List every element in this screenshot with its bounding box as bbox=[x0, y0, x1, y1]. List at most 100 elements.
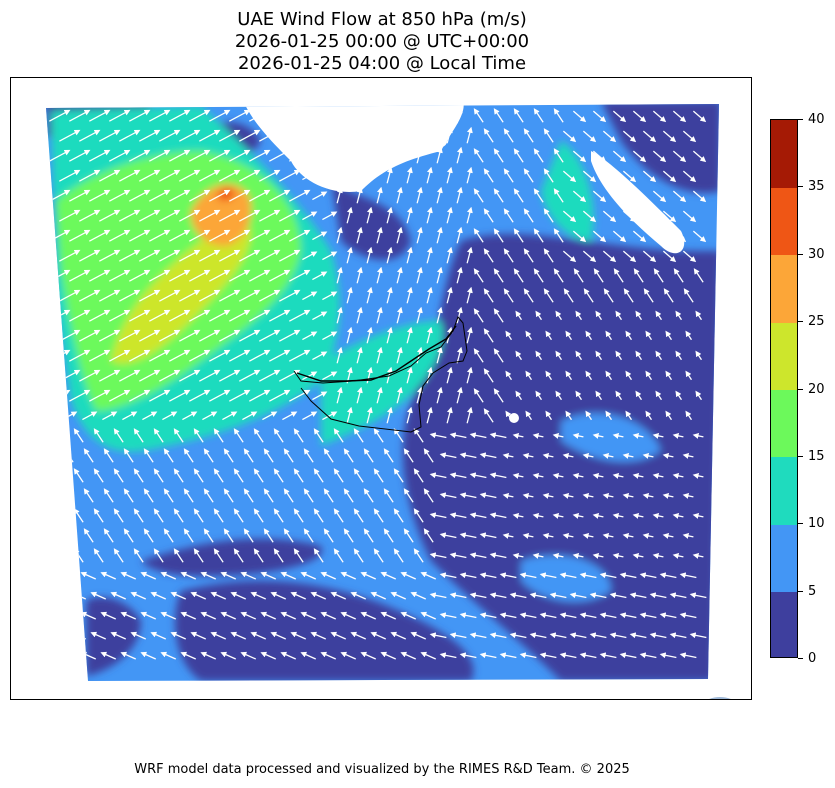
wind-arrow bbox=[209, 269, 231, 282]
wind-arrow bbox=[229, 149, 251, 162]
wind-arrow bbox=[302, 131, 318, 141]
wind-arrow bbox=[59, 129, 81, 142]
wind-arrow bbox=[269, 149, 291, 162]
wind-arrow bbox=[103, 528, 114, 543]
wind-arrow bbox=[429, 472, 447, 479]
wind-arrow bbox=[565, 370, 573, 381]
wind-arrow bbox=[213, 508, 224, 523]
wind-arrow bbox=[312, 111, 328, 121]
wind-arrow bbox=[473, 388, 484, 403]
wind-arrow bbox=[60, 651, 77, 660]
wind-arrow bbox=[406, 126, 413, 144]
wind-arrow bbox=[242, 411, 258, 421]
wind-arrow bbox=[89, 229, 111, 242]
wind-arrow bbox=[229, 109, 251, 122]
wind-arrow bbox=[260, 611, 277, 620]
wind-arrow bbox=[483, 288, 494, 303]
wind-arrow bbox=[589, 592, 607, 599]
wind-arrow bbox=[595, 350, 603, 361]
wind-arrow bbox=[515, 390, 523, 401]
wind-arrow bbox=[366, 206, 373, 224]
wind-arrow bbox=[403, 528, 414, 543]
wind-arrow bbox=[529, 592, 547, 599]
wind-arrow bbox=[270, 631, 287, 640]
wind-arrow bbox=[632, 230, 647, 243]
wind-arrow bbox=[49, 389, 71, 402]
wind-arrow bbox=[449, 592, 467, 599]
wind-arrow bbox=[259, 289, 281, 302]
wind-arrow bbox=[672, 110, 687, 123]
wind-arrow bbox=[403, 488, 414, 503]
wind-arrow bbox=[572, 552, 584, 559]
wind-arrow bbox=[289, 349, 311, 362]
wind-arrow bbox=[635, 350, 643, 361]
wind-arrow bbox=[366, 126, 373, 144]
wind-arrow bbox=[579, 652, 597, 659]
wind-arrow bbox=[592, 432, 604, 439]
wind-arrow bbox=[302, 291, 318, 301]
wind-arrow bbox=[682, 452, 694, 459]
wind-arrow bbox=[209, 189, 231, 202]
wind-arrow bbox=[543, 288, 554, 303]
wind-arrow bbox=[466, 246, 473, 264]
wind-arrow bbox=[519, 572, 537, 579]
wind-arrow bbox=[366, 366, 373, 384]
wind-arrow bbox=[249, 189, 271, 202]
wind-arrow bbox=[612, 110, 627, 123]
uae-coastline bbox=[296, 325, 457, 382]
wind-arrow bbox=[645, 370, 653, 381]
wind-arrow bbox=[302, 211, 318, 221]
wind-arrow bbox=[446, 406, 453, 424]
wind-arrow bbox=[189, 269, 211, 282]
wind-arrow bbox=[525, 410, 533, 421]
wind-arrow bbox=[459, 452, 477, 459]
wind-arrow bbox=[513, 188, 524, 203]
wind-arrow bbox=[293, 508, 304, 523]
wind-arrow bbox=[683, 288, 694, 303]
wind-arrow bbox=[103, 448, 114, 463]
wind-arrow bbox=[692, 150, 707, 163]
wind-arrow bbox=[353, 468, 364, 483]
wind-arrow bbox=[675, 310, 683, 321]
wind-arrow bbox=[553, 108, 564, 123]
wind-arrow bbox=[553, 188, 564, 203]
wind-arrow bbox=[400, 611, 417, 620]
wind-arrow bbox=[79, 169, 101, 182]
wind-arrow bbox=[239, 289, 261, 302]
speed-band-10-15 bbox=[541, 141, 594, 241]
wind-arrow bbox=[356, 306, 363, 324]
colorbar-segment bbox=[771, 591, 797, 657]
wind-arrow bbox=[99, 369, 121, 382]
wind-arrow bbox=[323, 448, 334, 463]
colorbar-tick-label: 25 bbox=[808, 314, 825, 330]
wind-arrow bbox=[233, 508, 244, 523]
wind-arrow bbox=[493, 148, 504, 163]
wind-arrow bbox=[439, 612, 457, 619]
wind-arrow bbox=[263, 448, 274, 463]
wind-arrow bbox=[240, 571, 257, 580]
wind-arrow bbox=[609, 592, 627, 599]
wind-arrow bbox=[346, 246, 353, 264]
wind-arrow bbox=[163, 488, 174, 503]
wind-arrow bbox=[336, 386, 343, 404]
wind-arrow bbox=[120, 571, 137, 580]
wind-arrow bbox=[336, 146, 343, 164]
wind-arrow bbox=[209, 229, 231, 242]
wind-arrow bbox=[543, 168, 554, 183]
wind-arrow bbox=[622, 130, 637, 143]
speed-band-0-5 bbox=[601, 104, 719, 193]
wind-arrow bbox=[513, 268, 524, 283]
wind-arrow bbox=[312, 391, 328, 401]
wind-arrow bbox=[119, 169, 141, 182]
wind-arrow bbox=[622, 452, 634, 459]
wind-arrow bbox=[682, 210, 697, 223]
wind-arrow bbox=[562, 210, 577, 223]
wind-arrow bbox=[672, 512, 684, 519]
wind-arrow bbox=[582, 452, 594, 459]
wind-arrow bbox=[210, 591, 227, 600]
wind-arrow bbox=[310, 631, 327, 640]
colorbar-segment bbox=[771, 456, 797, 525]
wind-arrow bbox=[459, 532, 477, 539]
wind-arrow bbox=[509, 592, 527, 599]
wind-arrow bbox=[545, 410, 553, 421]
